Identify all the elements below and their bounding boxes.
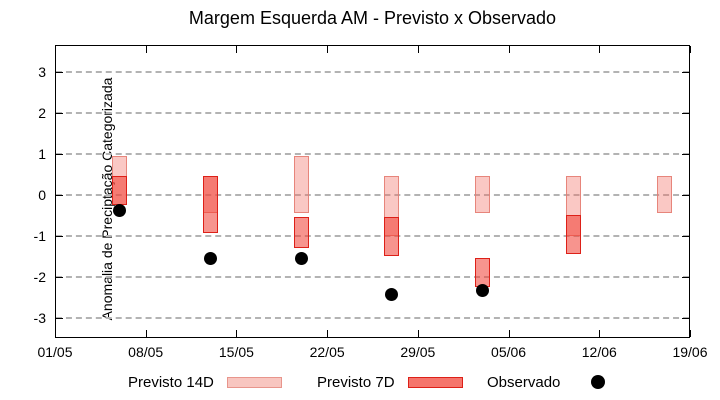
previsto-7d-bar [565, 215, 581, 254]
y-gridline [56, 152, 689, 155]
y-tick-right [682, 276, 689, 278]
observado-dot [113, 204, 127, 218]
x-tick-label: 22/05 [309, 344, 345, 360]
x-tick-top [145, 46, 147, 53]
x-tick-bottom [417, 330, 419, 337]
x-tick-bottom [508, 330, 510, 337]
y-tick-label: 3 [38, 63, 46, 80]
previsto-7d-bar [203, 176, 218, 234]
x-tick-label: 12/06 [581, 344, 617, 360]
y-gridline [56, 316, 689, 319]
y-tick-right [682, 112, 689, 114]
observado-dot [294, 251, 308, 265]
y-tick-left [56, 112, 63, 114]
legend-label-observado: Observado [487, 373, 561, 391]
previsto-14d-bar [293, 155, 309, 213]
legend-label-previsto-14d: Previsto 14D [128, 373, 214, 391]
y-gridline [56, 111, 689, 114]
observado-dot [385, 288, 399, 302]
x-tick-bottom [145, 330, 147, 337]
x-tick-bottom [236, 330, 238, 337]
y-tick-right [682, 317, 689, 319]
previsto-14d-swatch-icon [226, 376, 282, 388]
y-tick-left [56, 153, 63, 155]
previsto-14d-bar [656, 176, 672, 213]
x-tick-bottom [690, 330, 691, 337]
previsto-7d-bar [384, 217, 400, 257]
observado-dot [476, 284, 490, 298]
y-gridline [56, 70, 689, 73]
x-tick-top [55, 46, 56, 53]
legend-item-previsto-14d: Previsto 14D [128, 369, 282, 395]
y-tick-label: -3 [33, 309, 46, 326]
y-tick-right [682, 235, 689, 237]
observado-swatch-icon [591, 375, 606, 389]
previsto-7d-bar [475, 258, 491, 287]
x-tick-top [599, 46, 601, 53]
x-tick-label: 15/05 [218, 344, 254, 360]
y-tick-left [56, 71, 63, 73]
x-tick-top [508, 46, 510, 53]
y-tick-label: -2 [33, 268, 46, 285]
y-tick-right [682, 71, 689, 73]
x-tick-label: 05/06 [491, 344, 527, 360]
y-gridline [56, 193, 689, 196]
y-gridline [56, 234, 689, 237]
x-tick-top [690, 46, 691, 53]
y-tick-label: 1 [38, 145, 46, 162]
x-tick-top [417, 46, 419, 53]
y-tick-left [56, 276, 63, 278]
legend-label-previsto-7d: Previsto 7D [317, 373, 395, 391]
chart-legend: Previsto 14D Previsto 7D Observado [0, 369, 720, 395]
y-tick-label: 2 [38, 104, 46, 121]
y-tick-right [682, 153, 689, 155]
previsto-7d-swatch-icon [407, 376, 463, 388]
previsto-14d-bar [475, 176, 491, 213]
y-tick-left [56, 194, 63, 196]
previsto-7d-bar [293, 217, 309, 248]
y-tick-left [56, 235, 63, 237]
y-tick-label: -1 [33, 227, 46, 244]
x-tick-bottom [327, 330, 329, 337]
previsto-7d-bar [112, 176, 128, 205]
observado-dot [204, 251, 217, 265]
y-tick-right [682, 194, 689, 196]
x-tick-label: 08/05 [128, 344, 164, 360]
y-tick-left [56, 317, 63, 319]
x-tick-top [236, 46, 238, 53]
x-tick-bottom [55, 330, 56, 337]
x-tick-label: 01/05 [37, 344, 73, 360]
y-tick-label: 0 [38, 186, 46, 203]
y-gridline [56, 275, 689, 278]
legend-item-observado: Observado [487, 369, 606, 395]
x-tick-top [327, 46, 329, 53]
x-tick-label: 19/06 [672, 344, 708, 360]
plot-area [55, 45, 690, 338]
chart-title: Margem Esquerda AM - Previsto x Observad… [188, 8, 557, 28]
x-tick-bottom [599, 330, 601, 337]
x-tick-label: 29/05 [400, 344, 436, 360]
legend-item-previsto-7d: Previsto 7D [317, 369, 463, 395]
